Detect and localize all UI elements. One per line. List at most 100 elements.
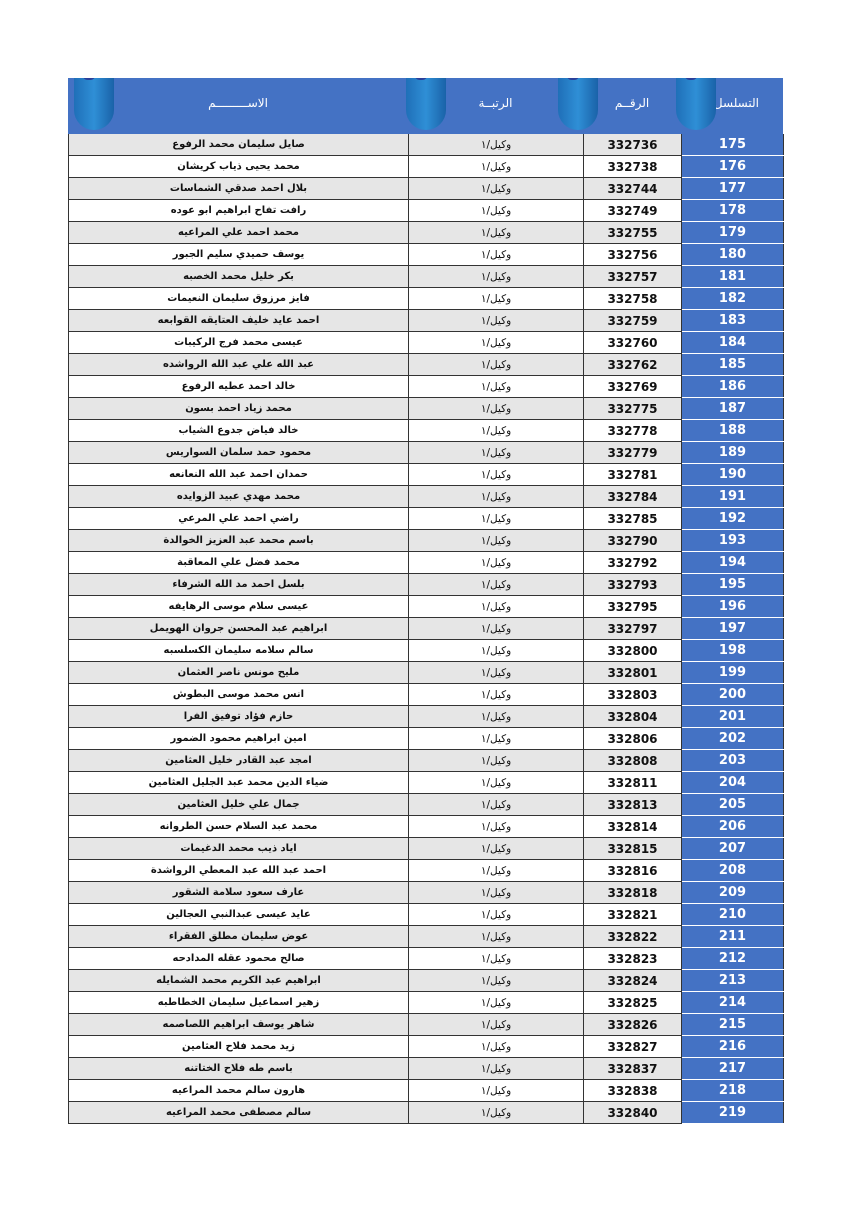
table-row: محمد فضل علي المعاقبة وكيل/١ 332792 194	[68, 551, 784, 574]
table-row: شاهر يوسف ابراهيم اللصاصمه وكيل/١ 332826 21…	[68, 1013, 784, 1036]
name-cell: اياد ذيب محمد الدغيمات	[68, 837, 409, 860]
id-cell: 332762	[583, 353, 682, 376]
serial-cell: 215	[681, 1013, 784, 1036]
name-cell: امجد عبد القادر خليل العثامين	[68, 749, 409, 772]
name-cell: انس محمد موسى البطوش	[68, 683, 409, 706]
rank-cell: وكيل/١	[408, 177, 584, 200]
rank-cell: وكيل/١	[408, 375, 584, 398]
name-cell: عبد الله علي عبد الله الرواشده	[68, 353, 409, 376]
name-cell: بكر خليل محمد الخصبه	[68, 265, 409, 288]
serial-cell: 201	[681, 705, 784, 728]
table-row: عايد عيسى عبدالنبي العجالين وكيل/١ 332821 2…	[68, 903, 784, 926]
name-cell: باسم محمد عبد العزيز الخوالدة	[68, 529, 409, 552]
table-row: امين ابراهيم محمود الضمور وكيل/١ 332806 202	[68, 727, 784, 750]
serial-cell: 181	[681, 265, 784, 288]
rank-cell: وكيل/١	[408, 969, 584, 992]
header-name: الاســـــــــم	[208, 96, 268, 110]
table-row: محمد زياد احمد بسون وكيل/١ 332775 187	[68, 397, 784, 420]
rank-cell: وكيل/١	[408, 1079, 584, 1102]
header-rank: الرتبــة	[478, 96, 513, 110]
id-cell: 332749	[583, 199, 682, 222]
serial-cell: 190	[681, 463, 784, 486]
table-row: يوسف حميدي سليم الجبور وكيل/١ 332756 180	[68, 243, 784, 266]
serial-cell: 206	[681, 815, 784, 838]
id-cell: 332808	[583, 749, 682, 772]
id-cell: 332816	[583, 859, 682, 882]
id-cell: 332784	[583, 485, 682, 508]
serial-cell: 183	[681, 309, 784, 332]
table-row: عيسى محمد فرج الركيبات وكيل/١ 332760 184	[68, 331, 784, 354]
id-cell: 332793	[583, 573, 682, 596]
name-cell: شاهر يوسف ابراهيم اللصاصمه	[68, 1013, 409, 1036]
serial-cell: 197	[681, 617, 784, 640]
serial-cell: 211	[681, 925, 784, 948]
serial-cell: 205	[681, 793, 784, 816]
table-row: باسم طه فلاح الختاتنه وكيل/١ 332837 217	[68, 1057, 784, 1080]
serial-cell: 193	[681, 529, 784, 552]
table-row: راضي احمد علي المرعي وكيل/١ 332785 192	[68, 507, 784, 530]
rank-cell: وكيل/١	[408, 727, 584, 750]
rank-cell: وكيل/١	[408, 837, 584, 860]
name-cell: ابراهيم عبد الكريم محمد الشمايله	[68, 969, 409, 992]
rank-cell: وكيل/١	[408, 199, 584, 222]
serial-cell: 180	[681, 243, 784, 266]
name-cell: احمد عايد خليف العتايقه القوابعه	[68, 309, 409, 332]
rank-cell: وكيل/١	[408, 903, 584, 926]
id-cell: 332758	[583, 287, 682, 310]
header-decoration	[676, 78, 716, 130]
rank-cell: وكيل/١	[408, 221, 584, 244]
table-row: حازم فؤاد توفيق الفرا وكيل/١ 332804 201	[68, 705, 784, 728]
table-row: محمود حمد سلمان السواريس وكيل/١ 332779 189	[68, 441, 784, 464]
rank-cell: وكيل/١	[408, 243, 584, 266]
id-cell: 332797	[583, 617, 682, 640]
table-row: ضياء الدين محمد عبد الجليل العثامين وكيل/…	[68, 771, 784, 794]
name-cell: محمد فضل علي المعاقبة	[68, 551, 409, 574]
serial-cell: 182	[681, 287, 784, 310]
name-cell: محمود حمد سلمان السواريس	[68, 441, 409, 464]
id-cell: 332775	[583, 397, 682, 420]
id-cell: 332818	[583, 881, 682, 904]
table-row: بلسل احمد مد الله الشرفاء وكيل/١ 332793 195	[68, 573, 784, 596]
name-cell: احمد عبد الله عبد المعطي الرواشدة	[68, 859, 409, 882]
header-decoration	[74, 78, 114, 130]
rank-cell: وكيل/١	[408, 441, 584, 464]
id-cell: 332785	[583, 507, 682, 530]
id-cell: 332800	[583, 639, 682, 662]
id-cell: 332778	[583, 419, 682, 442]
table-row: ابراهيم عبد المحسن جروان الهويمل وكيل/١ 33…	[68, 617, 784, 640]
table-row: مليح مونس ناصر العثمان وكيل/١ 332801 199	[68, 661, 784, 684]
table-row: امجد عبد القادر خليل العثامين وكيل/١ 33280…	[68, 749, 784, 772]
serial-cell: 191	[681, 485, 784, 508]
table-row: ابراهيم عبد الكريم محمد الشمايله وكيل/١ 33…	[68, 969, 784, 992]
name-cell: محمد زياد احمد بسون	[68, 397, 409, 420]
name-cell: سالم مصطفى محمد المراعيه	[68, 1101, 409, 1124]
table-row: اياد ذيب محمد الدغيمات وكيل/١ 332815 207	[68, 837, 784, 860]
name-cell: زهير اسماعيل سليمان الخطاطبه	[68, 991, 409, 1014]
serial-cell: 178	[681, 199, 784, 222]
rank-cell: وكيل/١	[408, 661, 584, 684]
table-header: الاســـــــــم الرتبــة الرقــم التسلسل	[68, 78, 783, 134]
id-cell: 332760	[583, 331, 682, 354]
serial-cell: 192	[681, 507, 784, 530]
rank-cell: وكيل/١	[408, 551, 584, 574]
serial-cell: 189	[681, 441, 784, 464]
name-cell: رافت تفاح ابراهيم ابو عوده	[68, 199, 409, 222]
id-cell: 332823	[583, 947, 682, 970]
id-cell: 332757	[583, 265, 682, 288]
id-cell: 332837	[583, 1057, 682, 1080]
rank-cell: وكيل/١	[408, 925, 584, 948]
name-cell: بلسل احمد مد الله الشرفاء	[68, 573, 409, 596]
rank-cell: وكيل/١	[408, 639, 584, 662]
serial-cell: 209	[681, 881, 784, 904]
id-cell: 332826	[583, 1013, 682, 1036]
name-cell: بلال احمد صدقي الشماسات	[68, 177, 409, 200]
name-cell: عايد عيسى عبدالنبي العجالين	[68, 903, 409, 926]
table-row: زيد محمد فلاح العثامين وكيل/١ 332827 216	[68, 1035, 784, 1058]
serial-cell: 213	[681, 969, 784, 992]
name-cell: محمد احمد علي المراعيه	[68, 221, 409, 244]
id-cell: 332803	[583, 683, 682, 706]
name-cell: صالح محمود عقله المدادحه	[68, 947, 409, 970]
id-cell: 332822	[583, 925, 682, 948]
serial-cell: 214	[681, 991, 784, 1014]
id-cell: 332801	[583, 661, 682, 684]
